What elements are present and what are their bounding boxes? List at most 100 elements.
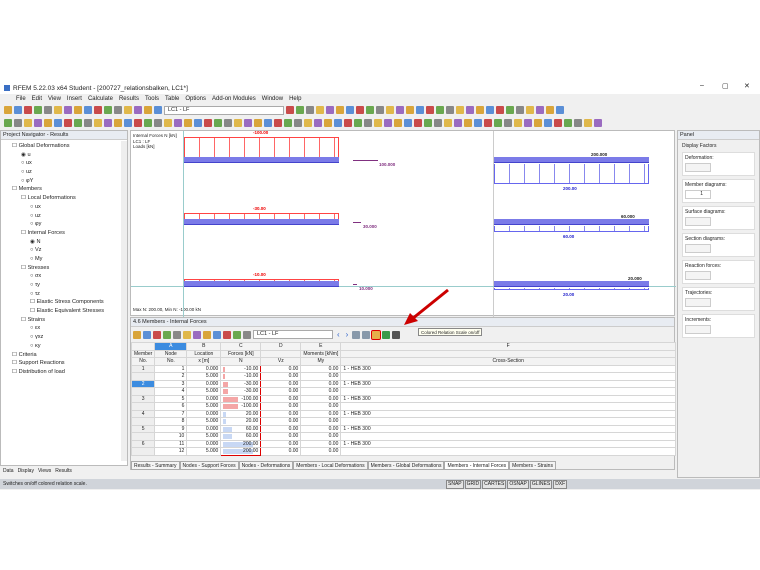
table-row[interactable]: 6 5.000 -100.00 0.00 0.00 <box>130 402 676 411</box>
factor-spinner[interactable]: 1 <box>685 190 711 199</box>
table-cell[interactable]: 0.000 <box>186 364 222 373</box>
table-cell[interactable]: 1 <box>154 364 188 373</box>
toolbar-icon[interactable] <box>214 119 222 127</box>
table-tool-icon[interactable] <box>243 330 251 339</box>
toolbar-icon[interactable] <box>514 119 522 127</box>
table-tool-icon[interactable] <box>173 330 181 339</box>
status-toggle-dxf[interactable]: DXF <box>553 480 568 489</box>
radio-checked-icon[interactable]: ◉ <box>21 151 28 158</box>
toolbar-icon[interactable] <box>344 119 352 127</box>
toolbar-icon[interactable] <box>454 119 462 127</box>
table-cell[interactable] <box>340 432 676 441</box>
table-cell[interactable]: 3 <box>130 394 156 403</box>
toolbar-icon[interactable] <box>64 119 72 127</box>
table-tool-icon[interactable] <box>223 330 231 339</box>
table-cell[interactable]: 0.00 <box>300 402 342 411</box>
radio-icon[interactable]: ○ <box>21 160 26 167</box>
column-letter[interactable]: A <box>154 342 188 351</box>
table-tab[interactable]: Members - Local Deformations <box>293 461 368 470</box>
table-cell[interactable] <box>340 447 676 456</box>
table-tool-icon[interactable] <box>392 330 401 339</box>
toolbar-icon[interactable] <box>74 106 82 114</box>
table-cell[interactable]: 0.00 <box>260 379 302 388</box>
table-cell[interactable]: 0.000 <box>186 394 222 403</box>
toolbar-icon[interactable] <box>516 106 524 114</box>
toolbar-icon[interactable] <box>284 119 292 127</box>
table-cell[interactable]: 0.00 <box>260 417 302 426</box>
toolbar-icon[interactable] <box>416 106 424 114</box>
toolbar-icon[interactable] <box>184 119 192 127</box>
table-cell[interactable]: -10.00 <box>220 372 262 381</box>
table-cell[interactable]: 0.00 <box>300 409 342 418</box>
toolbar-icon[interactable] <box>594 119 602 127</box>
table-row[interactable]: 10 5.000 60.00 0.00 0.00 <box>130 432 676 441</box>
table-cell[interactable]: 0.00 <box>260 387 302 396</box>
menu-view[interactable]: View <box>48 96 61 102</box>
table-loadcase-select[interactable]: LC1 - LF <box>253 330 333 339</box>
table-row[interactable]: 4 7 0.000 20.00 0.00 0.00 1 - HEB 300 <box>130 409 676 418</box>
table-cell[interactable]: 0.00 <box>300 424 342 433</box>
factor-spinner[interactable] <box>685 325 711 334</box>
table-cell[interactable]: 0.00 <box>300 432 342 441</box>
toolbar-icon[interactable] <box>244 119 252 127</box>
table-cell[interactable]: 1 - HEB 300 <box>340 379 676 388</box>
tree-item[interactable]: ○ εx <box>4 324 127 333</box>
table-cell[interactable]: 0.000 <box>186 379 222 388</box>
table-cell[interactable]: 5.000 <box>186 387 222 396</box>
loadcase-select[interactable]: LC1 - LF <box>164 105 284 115</box>
toolbar-icon[interactable] <box>224 119 232 127</box>
table-cell[interactable]: 0.00 <box>260 402 302 411</box>
radio-icon[interactable]: ○ <box>30 221 35 228</box>
toolbar-icon[interactable] <box>424 119 432 127</box>
toolbar-icon[interactable] <box>84 119 92 127</box>
column-letter[interactable]: E <box>300 342 342 351</box>
tree-item[interactable]: ☐ Elastic Stress Components <box>4 298 127 307</box>
table-tool-icon[interactable] <box>203 330 211 339</box>
menu-tools[interactable]: Tools <box>144 96 159 102</box>
table-cell[interactable] <box>130 417 156 426</box>
toolbar-icon[interactable] <box>476 106 484 114</box>
tree-item[interactable]: ○ ux <box>4 203 127 212</box>
toolbar-icon[interactable] <box>164 119 172 127</box>
toolbar-icon[interactable] <box>64 106 72 114</box>
menu-window[interactable]: Window <box>261 96 284 102</box>
table-cell[interactable]: 11 <box>154 439 188 448</box>
table-cell[interactable]: 5 <box>130 424 156 433</box>
table-tool-icon[interactable] <box>233 330 241 339</box>
table-cell[interactable]: 0.00 <box>300 447 342 456</box>
tree-item[interactable]: ☐ Stresses <box>4 264 127 273</box>
column-letter[interactable]: C <box>220 342 262 351</box>
table-cell[interactable]: 1 - HEB 300 <box>340 394 676 403</box>
toolbar-icon[interactable] <box>104 119 112 127</box>
navigator-scrollbar[interactable] <box>121 141 127 461</box>
table-cell[interactable]: -30.00 <box>220 379 262 388</box>
table-tab[interactable]: Members - Internal Forces <box>444 461 510 470</box>
table-cell[interactable]: 2 <box>154 372 188 381</box>
radio-icon[interactable]: ○ <box>30 212 35 219</box>
checkbox-icon[interactable]: ☐ <box>21 229 28 236</box>
toolbar-icon[interactable] <box>456 106 464 114</box>
table-tab[interactable]: Members - Global Deformations <box>367 461 445 470</box>
menu-options[interactable]: Options <box>185 96 207 102</box>
table-cell[interactable]: -30.00 <box>220 387 262 396</box>
toolbar-icon[interactable] <box>296 106 304 114</box>
table-cell[interactable]: 5.000 <box>186 372 222 381</box>
table-cell[interactable]: 1 - HEB 300 <box>340 364 676 373</box>
table-cell[interactable]: 6 <box>154 402 188 411</box>
toolbar-icon[interactable] <box>134 119 142 127</box>
menu-file[interactable]: File <box>16 96 26 102</box>
table-cell[interactable]: 9 <box>154 424 188 433</box>
toolbar-icon[interactable] <box>504 119 512 127</box>
member-beam[interactable] <box>184 281 339 287</box>
toolbar-icon[interactable] <box>464 119 472 127</box>
table-cell[interactable]: 5.000 <box>186 402 222 411</box>
factor-spinner[interactable] <box>685 217 711 226</box>
tree-item[interactable]: ☐ Global Deformations <box>4 142 127 151</box>
radio-icon[interactable]: ○ <box>30 247 35 254</box>
table-cell[interactable]: 2 <box>130 379 156 388</box>
tree-item[interactable]: ☐ Support Reactions <box>4 359 127 368</box>
menu-insert[interactable]: Insert <box>66 96 82 102</box>
table-cell[interactable]: 0.00 <box>300 417 342 426</box>
tree-item[interactable]: ○ φy <box>4 220 127 229</box>
checkbox-icon[interactable]: ☐ <box>21 316 28 323</box>
